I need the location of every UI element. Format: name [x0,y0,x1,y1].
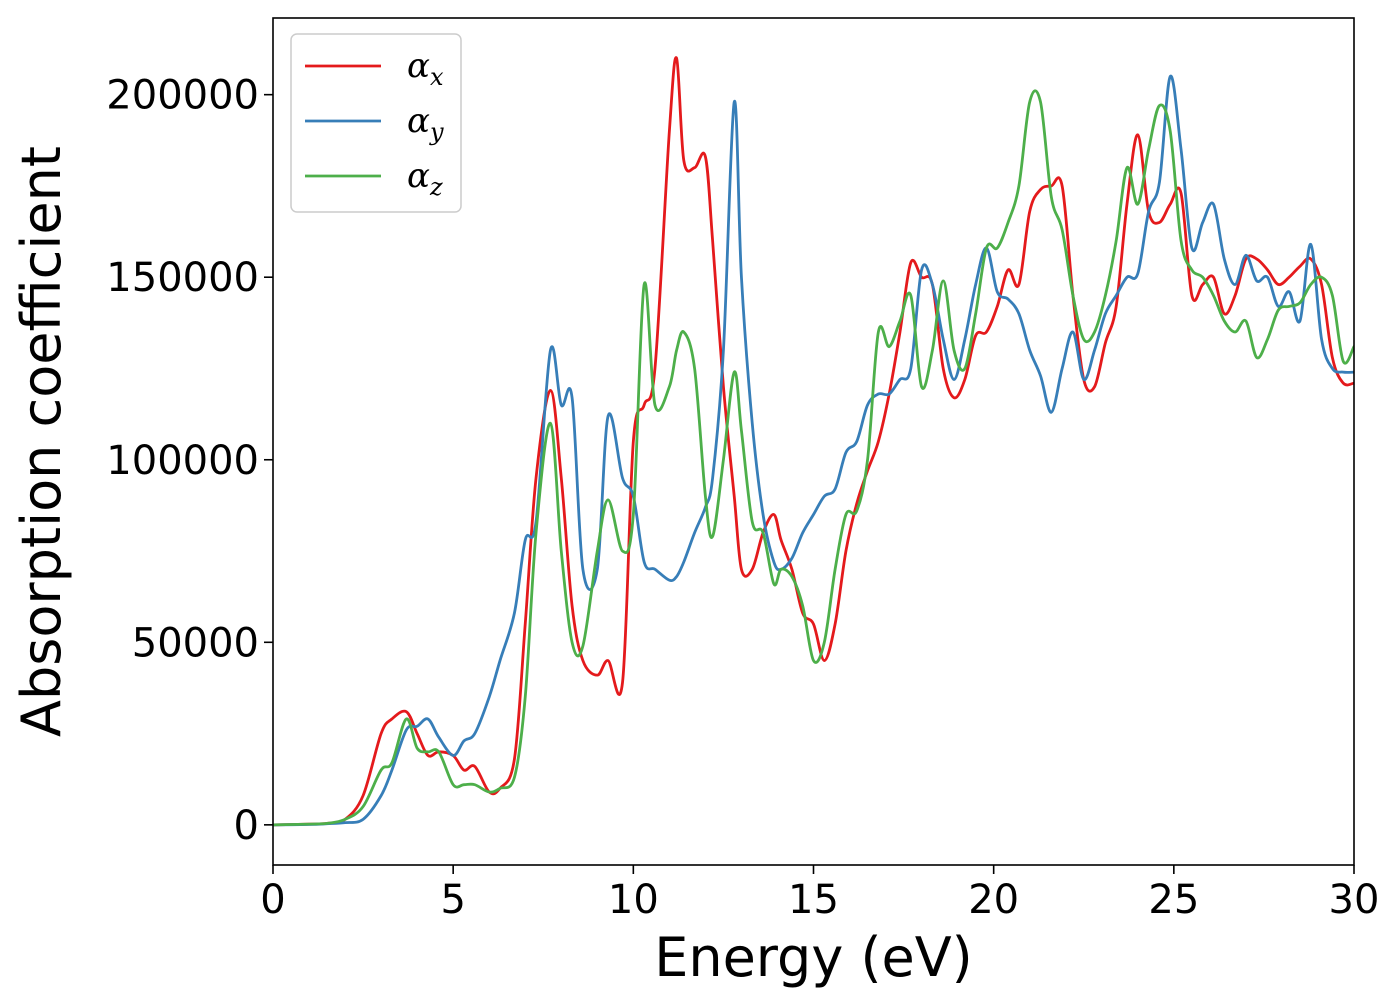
x-axis: 0 5 10 15 20 25 30 [260,865,1379,923]
y-tick-label: 100000 [106,438,259,484]
legend-label-y: αy [407,101,444,146]
y-axis-label: Absorption coefficient [10,146,73,737]
x-tick-label: 25 [1148,877,1199,923]
x-tick-label: 30 [1329,877,1380,923]
x-tick-label: 0 [260,877,285,923]
x-axis-label: Energy (eV) [654,926,973,989]
y-tick-label: 0 [234,803,259,849]
series-line-y [273,74,1354,827]
legend-frame [290,33,462,213]
x-tick-label: 20 [968,877,1019,923]
y-tick-label: 200000 [106,73,259,119]
legend-label-x: αx [407,46,444,91]
x-tick-label: 15 [788,877,839,923]
y-axis: 0 50000 100000 150000 200000 [106,73,273,849]
y-tick-label: 150000 [106,255,259,301]
x-tick-label: 10 [608,877,659,923]
legend: αx αy αz [290,33,462,213]
series-line-z [273,89,1354,827]
legend-label-z: αz [407,156,443,201]
y-tick-label: 50000 [132,620,259,666]
series-layer [273,56,1354,827]
x-tick-label: 5 [440,877,465,923]
